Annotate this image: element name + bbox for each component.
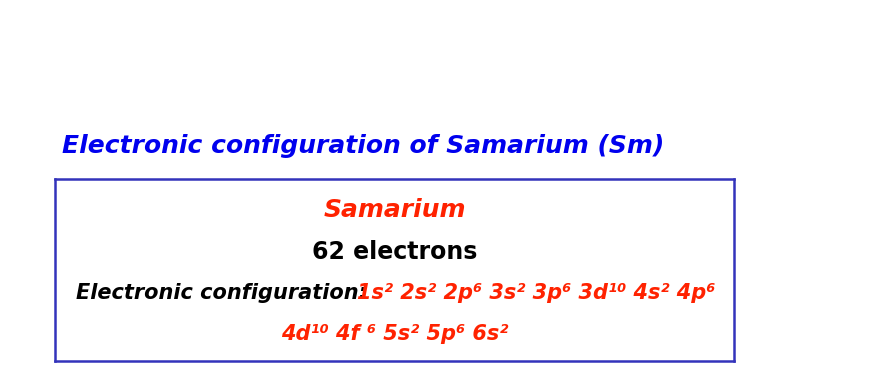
Text: 1s² 2s² 2p⁶ 3s² 3p⁶ 3d¹⁰ 4s² 4p⁶: 1s² 2s² 2p⁶ 3s² 3p⁶ 3d¹⁰ 4s² 4p⁶ xyxy=(357,283,715,303)
Text: 4d¹⁰ 4f ⁶ 5s² 5p⁶ 6s²: 4d¹⁰ 4f ⁶ 5s² 5p⁶ 6s² xyxy=(281,324,507,344)
Text: Electronic configuration of Samarium (Sm): Electronic configuration of Samarium (Sm… xyxy=(61,134,663,158)
Text: Samarium: Samarium xyxy=(323,198,465,222)
Text: 62 electrons: 62 electrons xyxy=(312,240,477,263)
Text: Electronic configuration:: Electronic configuration: xyxy=(76,283,373,303)
